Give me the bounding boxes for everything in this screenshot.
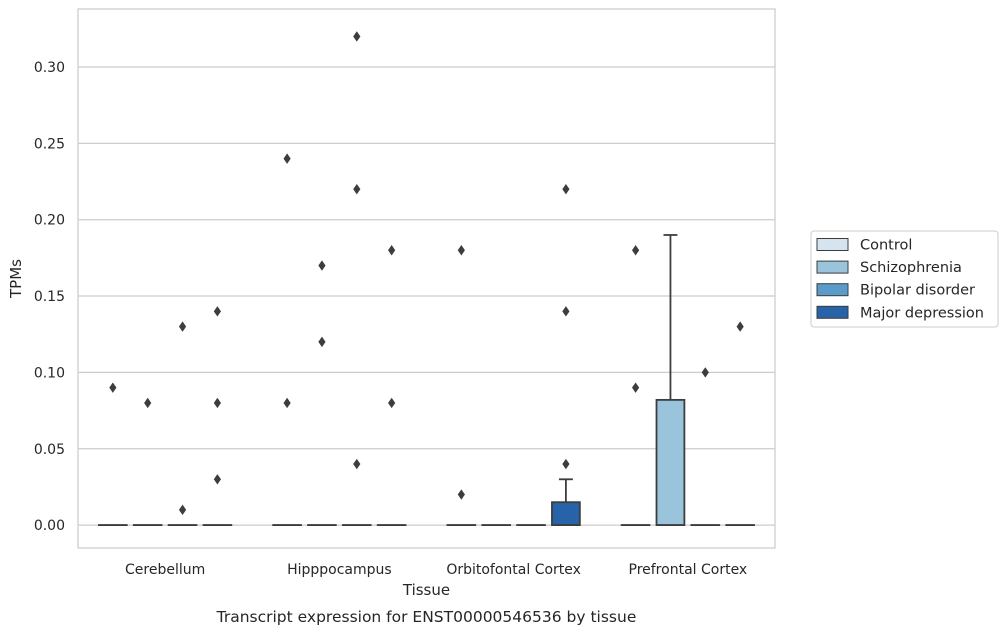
- outlier-points: [109, 31, 744, 516]
- outlier-point: [178, 321, 187, 332]
- outlier-point: [213, 397, 221, 409]
- outlier-point: [632, 382, 640, 393]
- outlier-point: [283, 153, 291, 164]
- y-tick-label: 0.00: [34, 518, 65, 534]
- x-tick-label: Hipppocampus: [287, 562, 392, 578]
- outlier-point: [562, 183, 570, 195]
- legend-frame: [810, 230, 999, 328]
- box-plot-series: [98, 234, 755, 527]
- y-tick-label: 0.25: [34, 136, 65, 152]
- legend-swatch: [816, 305, 849, 319]
- box-body: [551, 501, 581, 526]
- x-tick-labels: Cerebellum Hipppocampus Orbitofontal Corte…: [125, 562, 747, 578]
- outlier-point: [388, 397, 396, 409]
- outlier-point: [562, 458, 570, 470]
- y-tick-label: 0.05: [34, 442, 65, 458]
- outlier-point: [353, 31, 361, 42]
- grid-lines: [78, 66, 775, 526]
- x-tick-label: Prefrontal Cortex: [629, 562, 748, 578]
- legend-label: Bipolar disorder: [860, 283, 975, 299]
- outlier-point: [353, 458, 361, 470]
- y-tick-labels: 0.00 0.05 0.10 0.15 0.20 0.25 0.30: [34, 60, 65, 534]
- y-tick-label: 0.15: [34, 289, 65, 305]
- outlier-point: [283, 397, 291, 409]
- outlier-point: [353, 183, 361, 195]
- x-tick-label: Orbitofontal Cortex: [446, 562, 581, 578]
- outlier-point: [457, 245, 465, 256]
- y-tick-label: 0.10: [34, 365, 65, 381]
- legend-label: Control: [860, 238, 912, 254]
- box-schizophrenia: [655, 234, 686, 526]
- outlier-point: [632, 245, 640, 256]
- outlier-point: [213, 474, 221, 485]
- legend-swatch: [816, 260, 849, 274]
- legend-label: Major depression: [860, 305, 984, 321]
- legend-swatch: [816, 283, 849, 297]
- outlier-point: [562, 306, 570, 317]
- x-tick-label: Cerebellum: [125, 562, 205, 578]
- outlier-point: [736, 321, 744, 332]
- chart-caption: Transcript expression for ENST0000054653…: [216, 608, 637, 626]
- plot-frame: [77, 8, 776, 549]
- legend: Control Schizophrenia Bipolar disorder Majo…: [810, 230, 999, 328]
- outlier-point: [178, 504, 187, 516]
- outlier-point: [701, 367, 709, 378]
- outlier-point: [318, 336, 326, 348]
- x-axis-label: Tissue: [402, 581, 450, 599]
- y-tick-label: 0.20: [34, 213, 65, 229]
- legend-label: Schizophrenia: [860, 260, 962, 276]
- outlier-point: [318, 260, 326, 271]
- outlier-point: [109, 382, 117, 393]
- outlier-point: [213, 306, 221, 317]
- outlier-point: [144, 397, 152, 409]
- box-major-depression: [551, 478, 581, 526]
- box-body: [655, 398, 686, 526]
- y-tick-label: 0.30: [34, 60, 65, 76]
- y-axis-label: TPMs: [7, 259, 25, 299]
- outlier-point: [388, 245, 396, 256]
- legend-swatch: [816, 238, 849, 251]
- outlier-point: [457, 489, 465, 500]
